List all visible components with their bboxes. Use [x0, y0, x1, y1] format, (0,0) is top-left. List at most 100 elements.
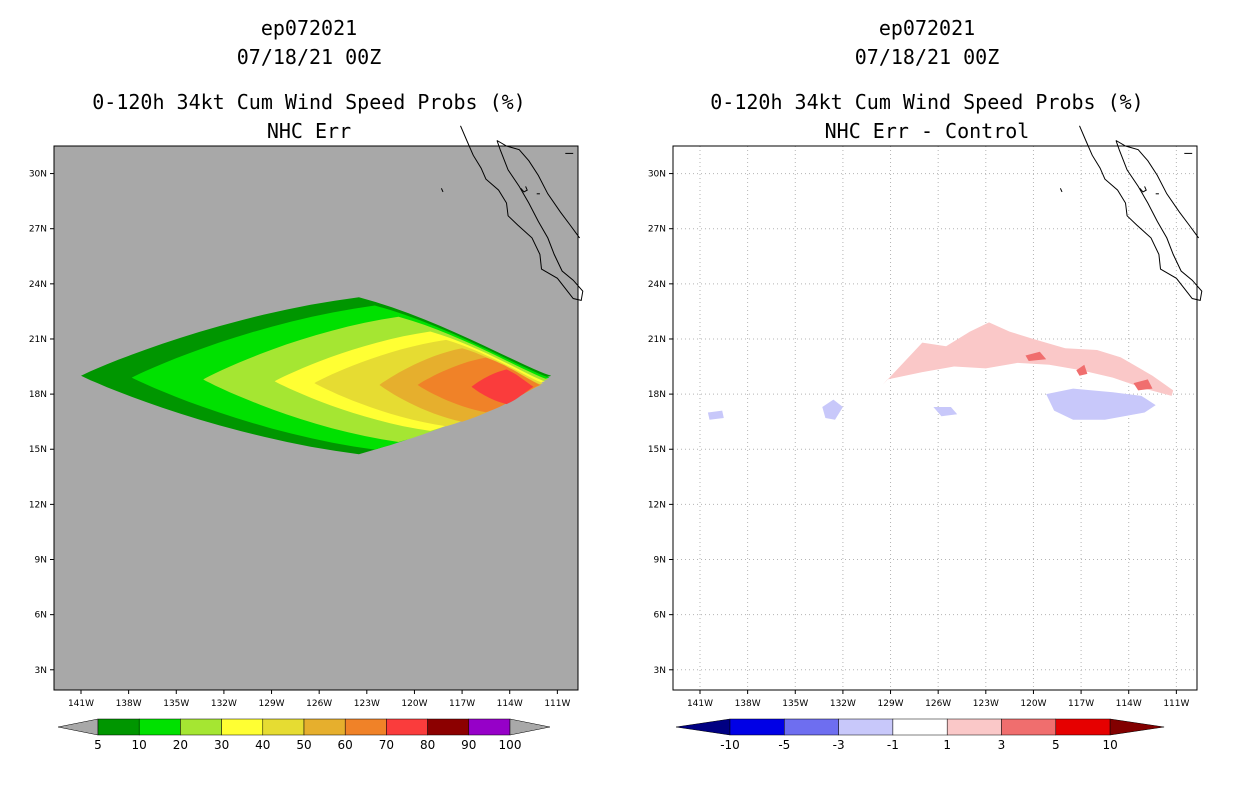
- colorbar-label: -1: [887, 738, 899, 752]
- positive-area: [1133, 379, 1153, 391]
- x-tick-label: 138W: [116, 699, 142, 709]
- y-tick-label: 24N: [648, 280, 666, 290]
- colorbar-swatch: [468, 718, 511, 736]
- coastline: [496, 140, 581, 239]
- colorbar-swatch: [946, 718, 1002, 736]
- x-tick-label: 126W: [925, 699, 951, 709]
- y-tick-label: 6N: [654, 611, 666, 621]
- y-tick-label: 3N: [654, 666, 666, 676]
- colorbar-label: 90: [461, 738, 476, 752]
- x-tick-label: 123W: [973, 699, 999, 709]
- colorbar-label: 100: [499, 738, 522, 752]
- map-background: [673, 146, 1197, 690]
- x-tick-label: 120W: [401, 699, 427, 709]
- x-tick-label: 141W: [68, 699, 94, 709]
- colorbar-label: 5: [1052, 738, 1060, 752]
- y-tick-label: 15N: [648, 445, 666, 455]
- colorbar-arrow-right: [1109, 718, 1165, 736]
- x-tick-label: 123W: [354, 699, 380, 709]
- y-tick-label: 30N: [648, 170, 666, 180]
- coastline: [1115, 140, 1200, 239]
- coastline: [460, 125, 584, 302]
- colorbar-label: -10: [720, 738, 740, 752]
- left-subtitle: NHC Err: [266, 119, 352, 143]
- positive-area: [1025, 351, 1047, 361]
- x-tick-label: 129W: [878, 699, 904, 709]
- coastline: [520, 186, 528, 193]
- x-tick-label: 117W: [449, 699, 475, 709]
- negative-area: [822, 399, 843, 420]
- colorbar-swatch: [1001, 718, 1057, 736]
- y-tick-label: 24N: [29, 280, 47, 290]
- plot-frame: [672, 145, 1198, 691]
- probability-contours: [81, 297, 551, 455]
- colorbar-label: 3: [998, 738, 1006, 752]
- positive-area: [1076, 364, 1088, 376]
- colorbar-swatch: [838, 718, 894, 736]
- colorbar-label: 50: [296, 738, 311, 752]
- coastline: [1139, 186, 1147, 193]
- colorbar-swatch: [892, 718, 948, 736]
- x-tick-label: 120W: [1020, 699, 1046, 709]
- colorbar-label: 40: [255, 738, 270, 752]
- coastlines: [440, 125, 584, 302]
- left-valid-time: 07/18/21 00Z: [236, 45, 382, 69]
- x-tick-label: 132W: [211, 699, 237, 709]
- colorbar-swatch: [344, 718, 387, 736]
- x-tick-label: 129W: [259, 699, 285, 709]
- y-tick-label: 9N: [654, 556, 666, 566]
- colorbar-label: 30: [214, 738, 229, 752]
- colorbar-arrow-left: [57, 718, 99, 736]
- right-storm-id: ep072021: [878, 16, 976, 40]
- y-tick-label: 30N: [29, 170, 47, 180]
- colorbar-label: -3: [833, 738, 845, 752]
- y-tick-label: 12N: [648, 500, 666, 510]
- coastlines: [1059, 125, 1203, 302]
- negative-area: [1046, 388, 1156, 420]
- difference-areas: [707, 322, 1174, 420]
- y-tick-label: 18N: [29, 390, 47, 400]
- x-tick-label: 117W: [1068, 699, 1094, 709]
- colorbar-label: 80: [420, 738, 435, 752]
- y-tick-label: 18N: [648, 390, 666, 400]
- colorbar-label: 5: [94, 738, 102, 752]
- x-tick-label: 111W: [544, 699, 570, 709]
- colorbar-swatch: [1055, 718, 1111, 736]
- colorbar-swatch: [784, 718, 839, 736]
- y-tick-label: 12N: [29, 500, 47, 510]
- x-tick-label: 135W: [782, 699, 808, 709]
- colorbar-label: 10: [1102, 738, 1117, 752]
- x-tick-label: 126W: [306, 699, 332, 709]
- right-subtitle: NHC Err - Control: [824, 119, 1030, 143]
- x-tick-label: 141W: [687, 699, 713, 709]
- plot-frame: [53, 145, 579, 691]
- colorbar-arrow-right: [509, 718, 551, 736]
- colorbar-swatch: [427, 718, 470, 736]
- y-tick-label: 27N: [29, 225, 47, 235]
- coastline: [1059, 188, 1063, 193]
- left-title: 0-120h 34kt Cum Wind Speed Probs (%): [92, 90, 526, 114]
- coastline: [440, 188, 444, 193]
- colorbar-arrow-left: [675, 718, 731, 736]
- right-valid-time: 07/18/21 00Z: [854, 45, 1000, 69]
- colorbar-label: 60: [338, 738, 353, 752]
- colorbar-swatch: [262, 718, 305, 736]
- y-tick-label: 3N: [35, 666, 47, 676]
- x-tick-label: 132W: [830, 699, 856, 709]
- negative-area: [933, 407, 958, 417]
- x-tick-label: 135W: [163, 699, 189, 709]
- colorbar-label: 1: [943, 738, 951, 752]
- x-tick-label: 138W: [735, 699, 761, 709]
- y-tick-label: 21N: [29, 335, 47, 345]
- colorbar-label: 10: [132, 738, 147, 752]
- colorbar-swatch: [729, 718, 785, 736]
- negative-area: [707, 410, 724, 420]
- colorbar-label: 20: [173, 738, 188, 752]
- colorbar-label: 70: [379, 738, 394, 752]
- y-tick-label: 27N: [648, 225, 666, 235]
- colorbar-swatch: [303, 718, 346, 736]
- colorbar-swatch: [180, 718, 222, 736]
- y-tick-label: 9N: [35, 556, 47, 566]
- x-tick-label: 114W: [1116, 699, 1142, 709]
